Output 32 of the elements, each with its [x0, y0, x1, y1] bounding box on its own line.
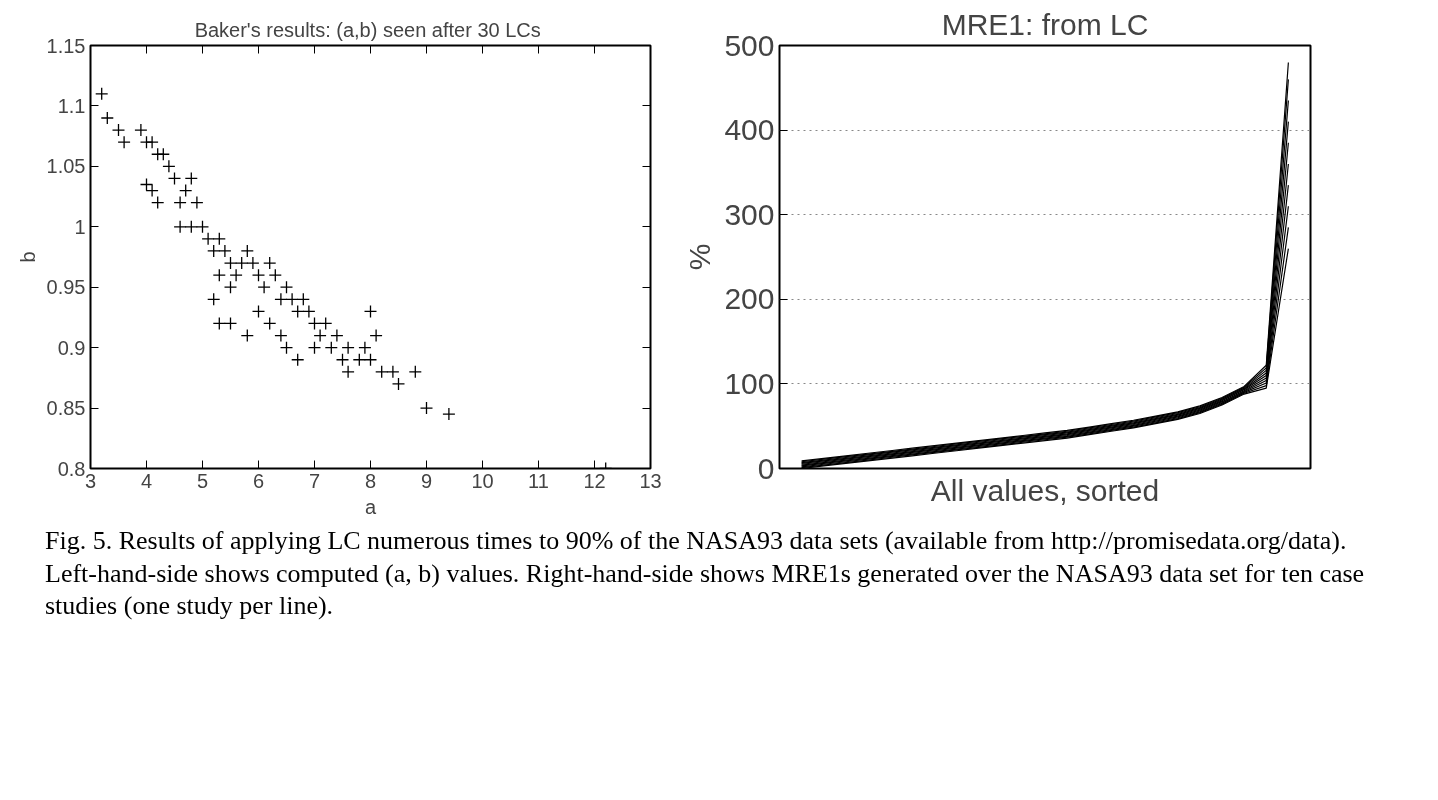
- x-tick-label: 12: [583, 469, 606, 492]
- y-axis-title: %: [683, 243, 717, 271]
- y-tick-label: 200: [724, 282, 775, 316]
- chart-title: Baker's results: (a,b) seen after 30 LCs: [194, 18, 541, 41]
- x-tick-label: 13: [639, 469, 662, 492]
- y-tick-label: 0: [757, 451, 775, 485]
- y-tick-label: 0.85: [46, 397, 86, 420]
- x-tick-label: 5: [196, 469, 209, 492]
- x-axis-title: All values, sorted: [930, 473, 1160, 507]
- y-tick-label: 0.9: [57, 336, 86, 359]
- y-tick-label: 1.05: [46, 155, 86, 178]
- y-tick-label: 500: [724, 28, 775, 62]
- x-tick-label: 9: [420, 469, 433, 492]
- x-tick-label: 10: [471, 469, 494, 492]
- x-tick-label: 11: [528, 469, 549, 492]
- chart-title: MRE1: from LC: [941, 7, 1149, 41]
- x-tick-label: 4: [140, 469, 153, 492]
- y-tick-label: 300: [724, 197, 775, 231]
- y-tick-label: 400: [724, 113, 775, 147]
- y-tick-label: 100: [724, 366, 775, 400]
- y-tick-label: 1.1: [57, 94, 86, 117]
- y-axis-title: b: [16, 251, 39, 263]
- x-axis-title: a: [364, 495, 377, 518]
- y-tick-label: 1: [74, 215, 86, 238]
- x-tick-label: 3: [84, 469, 97, 492]
- x-tick-label: 8: [364, 469, 377, 492]
- y-tick-label: 0.8: [57, 457, 86, 480]
- x-tick-label: 6: [252, 469, 265, 492]
- x-tick-label: 7: [308, 469, 321, 492]
- y-tick-label: 1.15: [46, 34, 86, 57]
- y-tick-label: 0.95: [46, 276, 86, 299]
- caption: Fig. 5. Results of applying LC numerous times to 90% of the NASA93 data sets (available from http://promisedata.org/data). Left-hand-side shows computed (a, b) values. Right-hand-side shows MRE1s generated over the NASA93 data set for ten case studies (one study per line).: [45, 525, 1366, 622]
